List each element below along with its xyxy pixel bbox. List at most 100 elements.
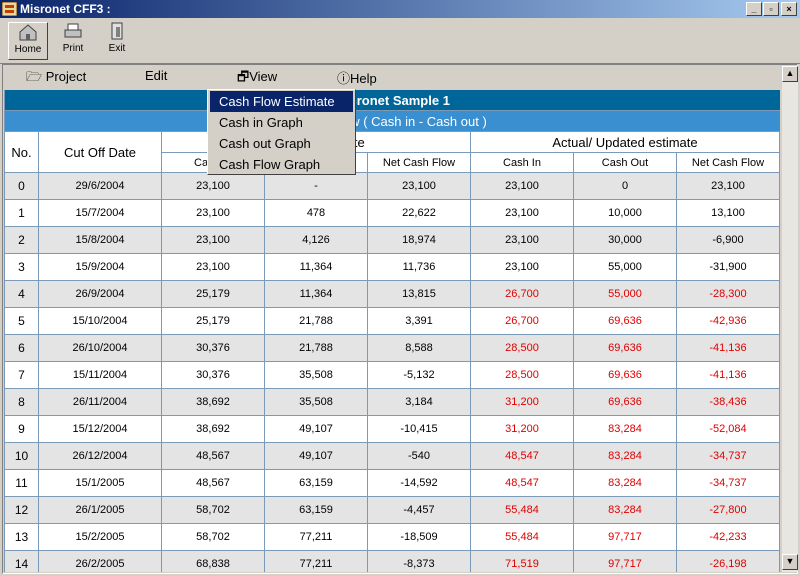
scrollbar[interactable] bbox=[782, 66, 798, 572]
table-cell: -27,800 bbox=[677, 497, 780, 524]
dropdown-item[interactable]: Cash in Graph bbox=[219, 115, 303, 130]
row-label: 0 bbox=[5, 173, 39, 200]
close-button[interactable]: × bbox=[781, 2, 797, 16]
row-label: 15/9/2004 bbox=[39, 254, 162, 281]
row-label: 29/6/2004 bbox=[39, 173, 162, 200]
table-cell: 11,736 bbox=[368, 254, 471, 281]
table-cell: 13,100 bbox=[677, 200, 780, 227]
row-label: 15/12/2004 bbox=[39, 416, 162, 443]
table-cell: -6,900 bbox=[677, 227, 780, 254]
row-label: 15/2/2005 bbox=[39, 524, 162, 551]
table-cell: -41,136 bbox=[677, 362, 780, 389]
table-cell: 11,364 bbox=[265, 254, 368, 281]
row-label: 7 bbox=[5, 362, 39, 389]
toolbar-label: Exit bbox=[108, 43, 126, 54]
table-cell: 48,547 bbox=[471, 470, 574, 497]
table-cell: 31,200 bbox=[471, 416, 574, 443]
maximize-button[interactable]: ▫ bbox=[763, 2, 779, 16]
table-cell: 10,000 bbox=[574, 200, 677, 227]
table-cell: 49,107 bbox=[265, 416, 368, 443]
menu-project[interactable]: 🗁 Project bbox=[26, 69, 87, 84]
view-dropdown: Cash Flow Estimate Cash in Graph Cash out … bbox=[207, 89, 356, 175]
table-cell: 83,284 bbox=[574, 416, 677, 443]
table-subtitle: Cash Flow ( Cash in - Cash out ) bbox=[5, 111, 780, 132]
table-cell: 83,284 bbox=[574, 443, 677, 470]
app-icon bbox=[2, 2, 17, 16]
table-cell: - bbox=[265, 173, 368, 200]
table-cell: 8,588 bbox=[368, 335, 471, 362]
row-label: 10 bbox=[5, 443, 39, 470]
table-cell: 38,692 bbox=[162, 389, 265, 416]
home-icon bbox=[19, 24, 37, 41]
dropdown-item[interactable]: Cash Flow Estimate bbox=[210, 91, 353, 112]
table-cell: -52,084 bbox=[677, 416, 780, 443]
table-cell: 69,636 bbox=[574, 389, 677, 416]
table-title: Misronet Sample 1 bbox=[5, 90, 780, 111]
table-cell: 48,567 bbox=[162, 470, 265, 497]
table-cell: -41,136 bbox=[677, 335, 780, 362]
dropdown-item[interactable]: Cash out Graph bbox=[219, 136, 311, 151]
table-cell: 3,391 bbox=[368, 308, 471, 335]
table-cell: 26,700 bbox=[471, 308, 574, 335]
table-cell: 71,519 bbox=[471, 551, 574, 572]
print-icon bbox=[64, 23, 82, 38]
table-cell: 21,788 bbox=[265, 335, 368, 362]
menu-view[interactable]: 🗗View bbox=[237, 69, 278, 84]
table-cell: 28,500 bbox=[471, 335, 574, 362]
table-cell: 69,636 bbox=[574, 308, 677, 335]
table-cell: 23,100 bbox=[162, 173, 265, 200]
table-cell: -540 bbox=[368, 443, 471, 470]
title-bar: Misronet CFF3 : bbox=[0, 0, 800, 18]
table-cell: 68,838 bbox=[162, 551, 265, 572]
row-label: 15/1/2005 bbox=[39, 470, 162, 497]
table-cell: 23,100 bbox=[471, 200, 574, 227]
menu-help[interactable]: ⓘHelp bbox=[337, 71, 377, 86]
home-button[interactable]: Home bbox=[8, 22, 48, 60]
column-header: Cut Off Date bbox=[39, 132, 162, 173]
dropdown-item[interactable]: Cash Flow Graph bbox=[219, 157, 321, 172]
column-subheader: Cash In bbox=[471, 153, 574, 173]
table-cell: 63,159 bbox=[265, 470, 368, 497]
table-cell: 3,184 bbox=[368, 389, 471, 416]
column-subheader: Net Cash Flow bbox=[368, 153, 471, 173]
row-label: 3 bbox=[5, 254, 39, 281]
print-button[interactable]: Print bbox=[53, 22, 93, 60]
table-cell: 58,702 bbox=[162, 524, 265, 551]
table-cell: -4,457 bbox=[368, 497, 471, 524]
table-cell: 48,547 bbox=[471, 443, 574, 470]
menu-edit[interactable]: Edit bbox=[145, 68, 167, 83]
table-cell: 23,100 bbox=[471, 227, 574, 254]
row-label: 15/10/2004 bbox=[39, 308, 162, 335]
row-label: 6 bbox=[5, 335, 39, 362]
exit-button[interactable]: Exit bbox=[97, 22, 137, 60]
table-cell: -14,592 bbox=[368, 470, 471, 497]
table-cell: 48,567 bbox=[162, 443, 265, 470]
table-cell: -38,436 bbox=[677, 389, 780, 416]
table-cell: 55,000 bbox=[574, 254, 677, 281]
table-cell: 25,179 bbox=[162, 281, 265, 308]
minimize-button[interactable]: _ bbox=[746, 2, 762, 16]
table-cell: 97,717 bbox=[574, 524, 677, 551]
table-cell: 22,622 bbox=[368, 200, 471, 227]
row-label: 8 bbox=[5, 389, 39, 416]
table-cell: 23,100 bbox=[162, 254, 265, 281]
table-cell: 23,100 bbox=[471, 173, 574, 200]
table-cell: -18,509 bbox=[368, 524, 471, 551]
row-label: 14 bbox=[5, 551, 39, 572]
row-label: 26/11/2004 bbox=[39, 389, 162, 416]
table-cell: 97,717 bbox=[574, 551, 677, 572]
menu-label: Project bbox=[45, 69, 87, 84]
table-cell: 77,211 bbox=[265, 551, 368, 572]
toolbar bbox=[0, 18, 800, 64]
table-cell: 55,484 bbox=[471, 524, 574, 551]
table-cell: -8,373 bbox=[368, 551, 471, 572]
menu-label: Edit bbox=[145, 68, 168, 83]
row-label: 15/8/2004 bbox=[39, 227, 162, 254]
table-cell: 58,702 bbox=[162, 497, 265, 524]
table-cell: 31,200 bbox=[471, 389, 574, 416]
scroll-down[interactable]: ▼ bbox=[782, 554, 798, 570]
table-cell: -10,415 bbox=[368, 416, 471, 443]
table-cell: 35,508 bbox=[265, 389, 368, 416]
scroll-up[interactable]: ▲ bbox=[782, 66, 798, 82]
table-cell: 478 bbox=[265, 200, 368, 227]
